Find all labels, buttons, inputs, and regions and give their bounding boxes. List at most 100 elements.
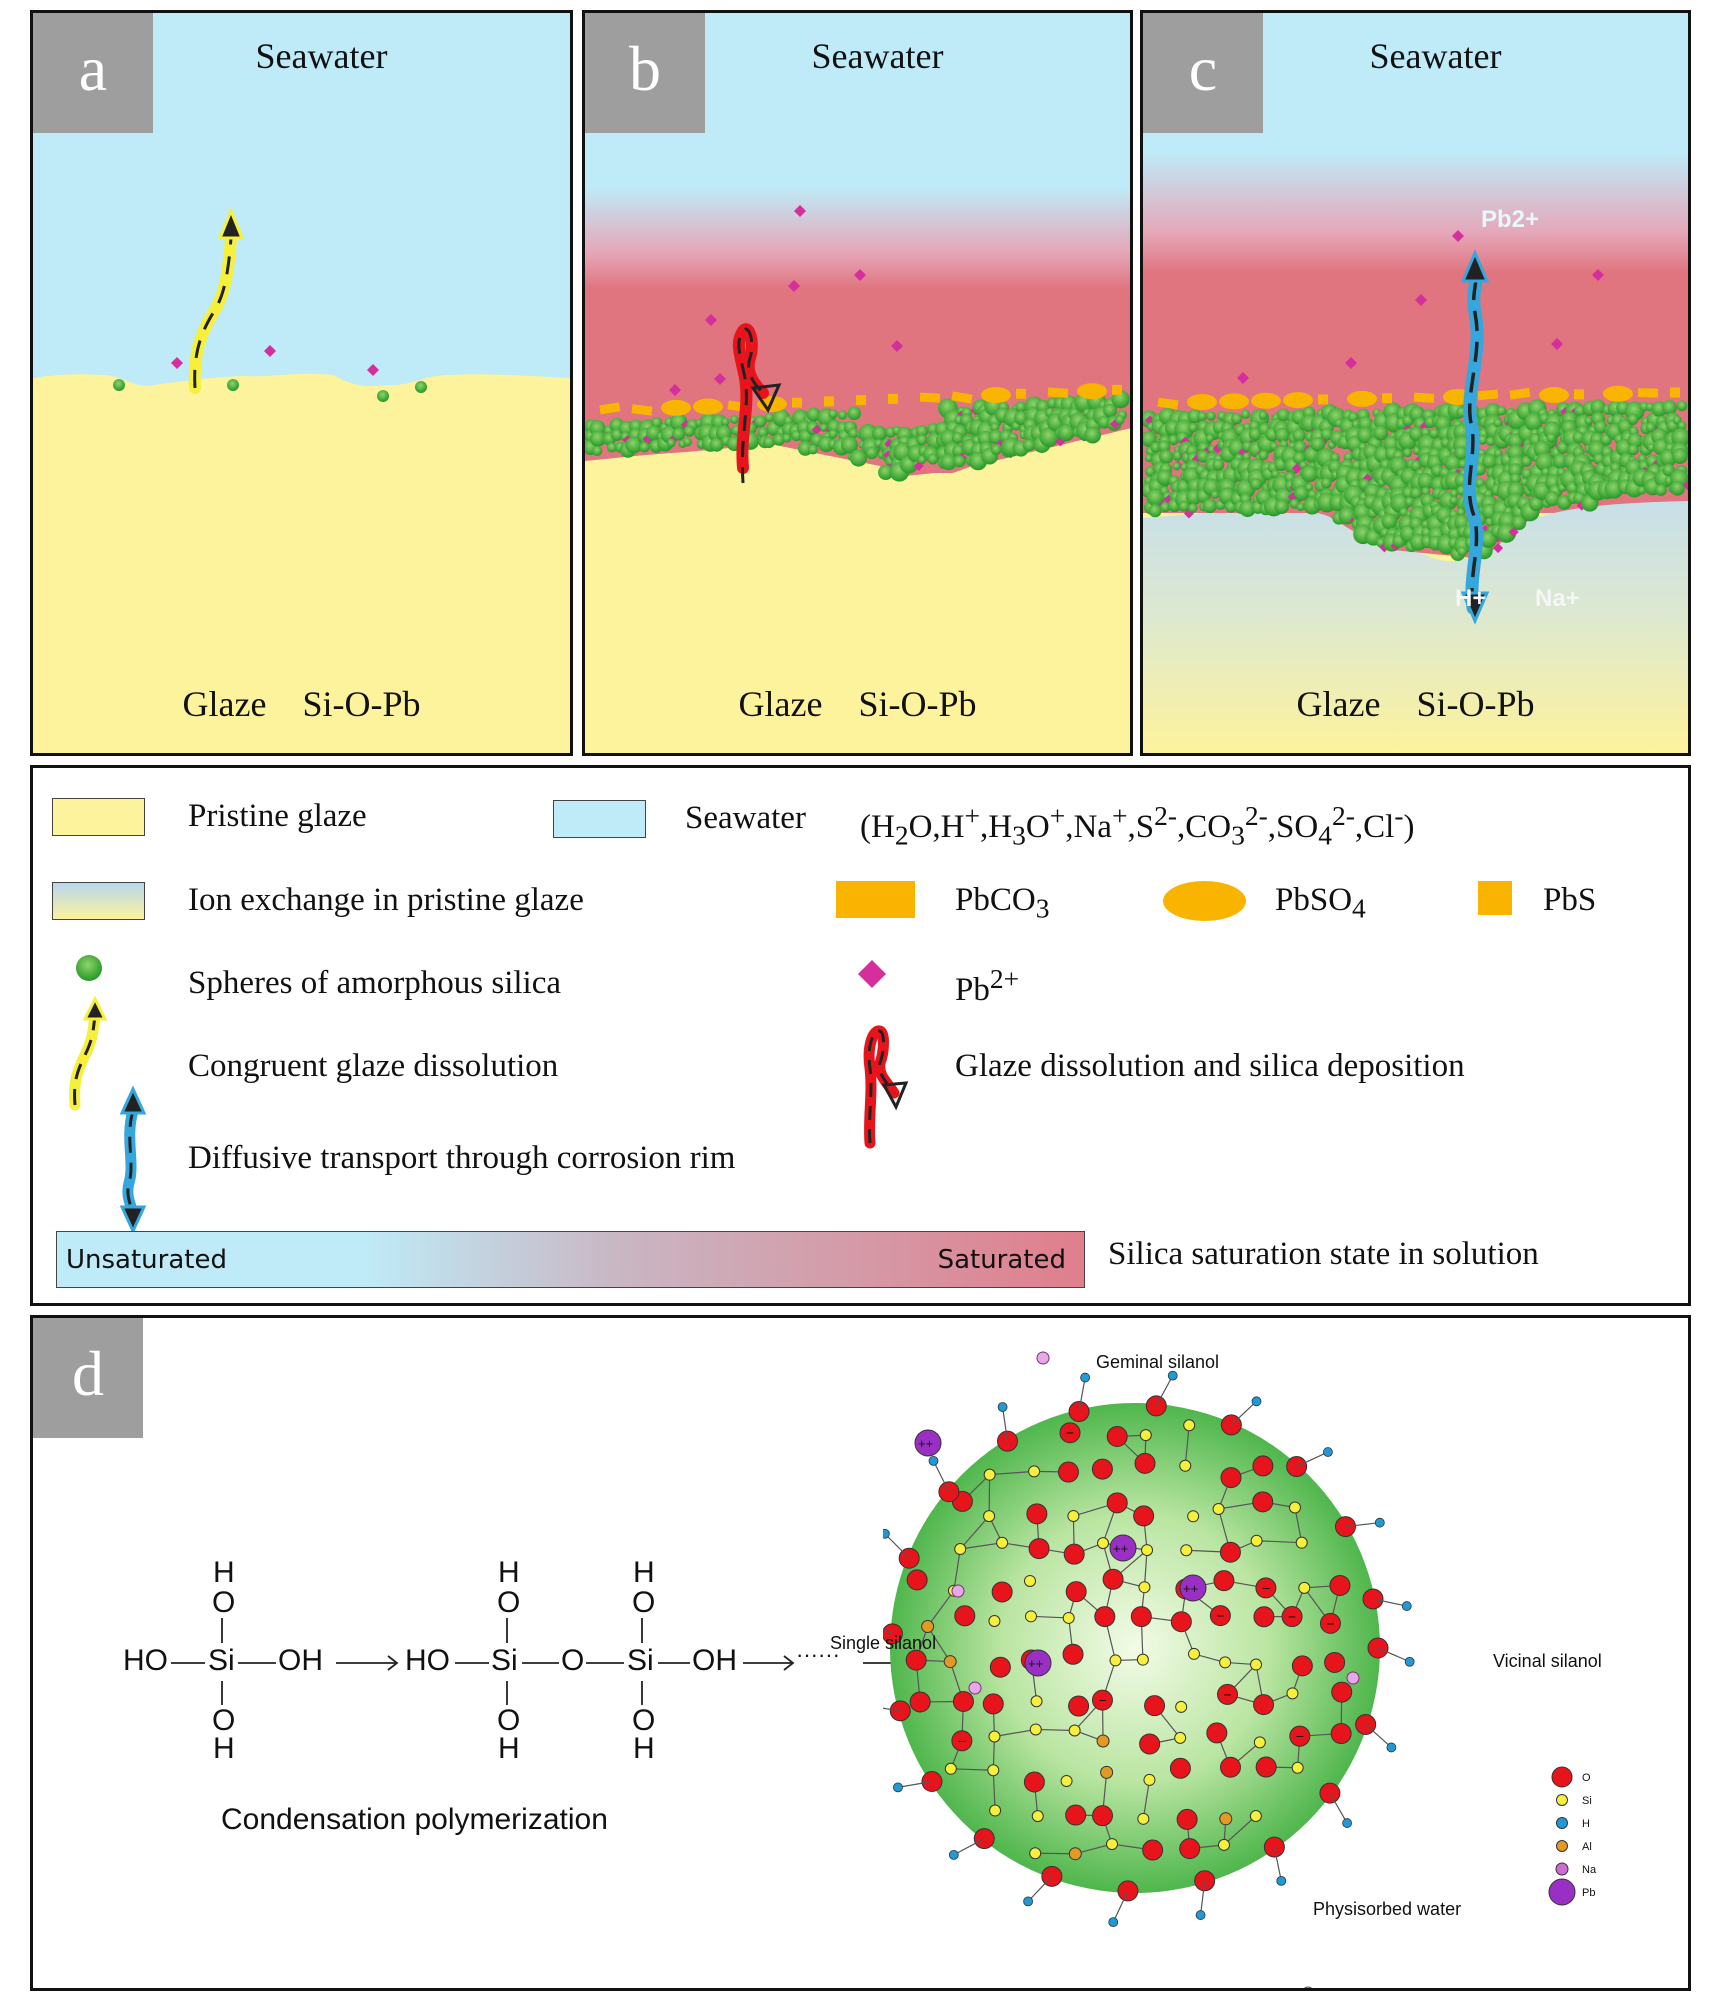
hydrogen-atom	[1401, 1601, 1412, 1611]
silica-sphere	[1188, 422, 1198, 433]
bond	[1142, 1779, 1151, 1819]
sodium-ion	[951, 1584, 965, 1598]
silica-sphere	[1409, 426, 1424, 442]
silica-sphere	[1023, 439, 1036, 452]
oxygen-atom	[1281, 1606, 1303, 1628]
silicon-atom	[1183, 1419, 1196, 1432]
al-legend-icon	[1556, 1840, 1568, 1852]
silica-sphere	[848, 428, 859, 439]
panel-c-drawing	[1143, 13, 1688, 753]
legend: Pristine glaze Seawater (H2O,H+,H3O+,Na+…	[30, 765, 1691, 1306]
pb-ion	[1288, 492, 1299, 503]
silica-sphere	[1178, 500, 1190, 512]
panel-letter: c	[1143, 13, 1263, 133]
h-ion-label: H+	[1455, 585, 1487, 612]
oxygen-atom	[1170, 1611, 1192, 1633]
bond	[953, 1838, 985, 1856]
silica-sphere	[1293, 440, 1307, 454]
hydrogen-atom	[1276, 1875, 1287, 1886]
charge-label: −	[1224, 1686, 1232, 1702]
bond	[992, 1770, 996, 1811]
pb-ions	[171, 345, 379, 376]
saturation-caption: Silica saturation state in solution	[1108, 1236, 1539, 1272]
saturated-label: Saturated	[937, 1245, 1066, 1275]
silicon-atom	[988, 1614, 1001, 1627]
oxygen-atom	[1291, 1655, 1313, 1677]
silicon-atom	[1136, 1653, 1149, 1666]
silica-sphere	[1305, 483, 1314, 492]
bond	[883, 1707, 901, 1712]
bond	[884, 1533, 910, 1559]
bond	[950, 1768, 994, 1771]
silica-sphere	[808, 444, 819, 455]
panel-a: a Seawater Glaze Si-O-Pb	[30, 10, 573, 756]
condensation-caption: Condensation polymerization	[221, 1803, 608, 1836]
silica-sphere	[1301, 465, 1319, 483]
arrow-head-down	[1460, 591, 1490, 625]
silicon-atom	[988, 1730, 1001, 1743]
silicon-atom	[1180, 1544, 1193, 1557]
oxygen-atom	[1026, 1503, 1048, 1525]
pbso4-deposit	[1219, 393, 1249, 410]
unsaturated-label: Unsaturated	[66, 1245, 227, 1275]
silica-sphere	[1627, 444, 1639, 456]
hydrogen-atom	[1080, 1372, 1091, 1383]
silica-sphere	[1477, 435, 1488, 445]
silica-sphere	[1159, 449, 1174, 464]
pb-ion	[1345, 357, 1357, 369]
monomer-bottom-h: H	[213, 1732, 235, 1765]
silica-sphere	[1637, 486, 1646, 495]
dimer-left-top-h: H	[498, 1556, 520, 1589]
bond	[897, 1780, 933, 1788]
silicon-atom	[1138, 1581, 1151, 1594]
silica-sphere	[1258, 450, 1269, 461]
silica-sphere	[1449, 489, 1459, 498]
silicon-atom	[1253, 1736, 1266, 1749]
silica-sphere	[1508, 463, 1523, 478]
silica-sphere	[1402, 448, 1413, 458]
hydrogen-atom	[883, 1528, 890, 1539]
silica-sphere	[1258, 410, 1268, 420]
silica-sphere	[757, 427, 769, 438]
silica-sphere	[990, 422, 1000, 432]
silica-sphere	[1524, 412, 1543, 432]
na-legend-label: Na	[1582, 1864, 1597, 1876]
oxygen-atom	[991, 1581, 1013, 1603]
silicon-atom	[1097, 1537, 1110, 1550]
oxygen-atom	[952, 1690, 974, 1712]
oxygen-atom	[1094, 1606, 1116, 1628]
silica-sphere	[666, 438, 676, 448]
silicon-atom	[1105, 1838, 1118, 1851]
oxygen-atom	[1057, 1461, 1079, 1483]
silica-sphere	[1187, 503, 1198, 513]
pb-ion	[642, 433, 653, 444]
silica-sphere	[940, 454, 957, 471]
silica-sphere	[589, 430, 606, 447]
pbso4-label: PbSO4	[1275, 882, 1366, 924]
pb-ion	[1237, 372, 1249, 384]
silica-sphere	[682, 437, 692, 447]
dimer-si-left: Si	[491, 1644, 518, 1677]
silicon-atom	[1060, 1775, 1073, 1788]
silicon-atom	[1109, 1654, 1122, 1667]
bond	[959, 1515, 990, 1550]
pbco3-label: PbCO3	[955, 882, 1050, 924]
atom-legend: O Si H Al Na Pb	[1548, 1765, 1628, 1925]
oxygen-atom	[1219, 1756, 1241, 1778]
oxygen-atom	[1289, 1725, 1311, 1747]
silica-sphere	[951, 432, 964, 444]
oxygen-atom	[1068, 1695, 1090, 1717]
silica-sphere	[773, 433, 786, 446]
lead-ion	[1179, 1574, 1207, 1602]
pb-ion	[1110, 419, 1121, 430]
silica-sphere	[1320, 477, 1332, 489]
pbso4-deposit	[1283, 392, 1313, 409]
charge-label: −	[1098, 1692, 1106, 1708]
bond	[1001, 1406, 1009, 1442]
surface-oxygen	[1334, 1516, 1356, 1538]
silica-sphere	[1429, 428, 1440, 439]
pbs-deposit	[1574, 389, 1584, 400]
al-legend-label: Al	[1582, 1841, 1592, 1853]
silica-sphere	[1484, 403, 1501, 420]
panel-letter: d	[33, 1318, 143, 1438]
